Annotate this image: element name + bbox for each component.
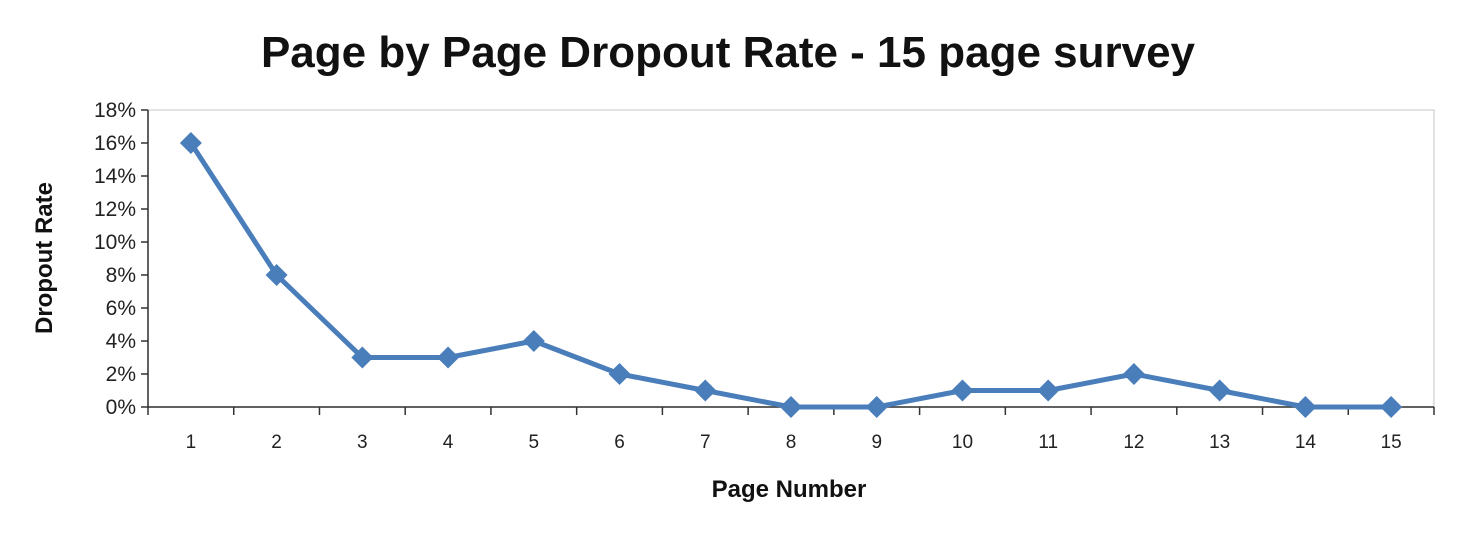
x-tick-label: 9: [871, 432, 882, 453]
y-tick-label: 14%: [94, 165, 136, 188]
x-axis-title: Page Number: [712, 476, 867, 503]
plot-area-frame: [147, 109, 1435, 408]
series-line: [188, 140, 1394, 410]
data-point-marker: [522, 330, 545, 352]
data-point-marker: [1122, 363, 1145, 385]
y-tick-label: 0%: [106, 396, 136, 419]
x-tick-label: 7: [700, 432, 711, 453]
x-tick-label: 10: [952, 432, 973, 453]
x-tick-label: 15: [1381, 432, 1402, 453]
x-tick-label: 5: [529, 432, 540, 453]
y-axis-ticks: 0% 2% 4% 6% 8% 10% 12% 14% 16% 18%: [94, 99, 148, 419]
data-point-marker: [951, 379, 974, 402]
x-tick-label: 14: [1295, 432, 1317, 453]
series-dropout-rate: [179, 132, 1403, 418]
y-tick-label: 12%: [94, 198, 136, 221]
data-point-marker: [694, 379, 717, 402]
data-point-marker: [780, 396, 802, 418]
x-tick-label: 13: [1209, 432, 1230, 453]
x-tick-label: 8: [786, 432, 797, 453]
data-point-marker: [1380, 396, 1403, 418]
x-tick-label: 2: [271, 432, 282, 453]
y-tick-label: 18%: [94, 99, 136, 122]
x-tick-label: 3: [357, 432, 368, 453]
data-point-marker: [608, 363, 631, 385]
data-point-marker: [1037, 379, 1060, 402]
y-tick-label: 6%: [106, 297, 136, 320]
data-point-marker: [179, 132, 202, 154]
y-tick-label: 2%: [106, 363, 136, 386]
y-axis-title: Dropout Rate: [31, 182, 58, 334]
y-tick-label: 10%: [94, 231, 136, 254]
data-point-marker: [1208, 379, 1231, 402]
data-point-marker: [351, 346, 374, 369]
y-tick-label: 4%: [106, 330, 136, 353]
x-tick-label: 6: [614, 432, 625, 453]
x-tick-label: 12: [1123, 432, 1144, 453]
data-point-marker: [865, 396, 888, 418]
data-point-marker: [437, 346, 460, 369]
x-axis-ticks: 1 2 3 4 5 6 7 8 9 10 11 12 13 14 15: [147, 407, 1435, 453]
y-tick-label: 16%: [94, 132, 136, 155]
y-tick-label: 8%: [106, 264, 136, 287]
x-tick-label: 4: [443, 432, 454, 453]
x-tick-label: 1: [186, 432, 197, 453]
data-point-marker: [1294, 396, 1317, 418]
data-point-marker: [265, 264, 288, 286]
x-tick-label: 11: [1038, 432, 1058, 453]
chart-title: Page by Page Dropout Rate - 15 page surv…: [261, 28, 1196, 77]
